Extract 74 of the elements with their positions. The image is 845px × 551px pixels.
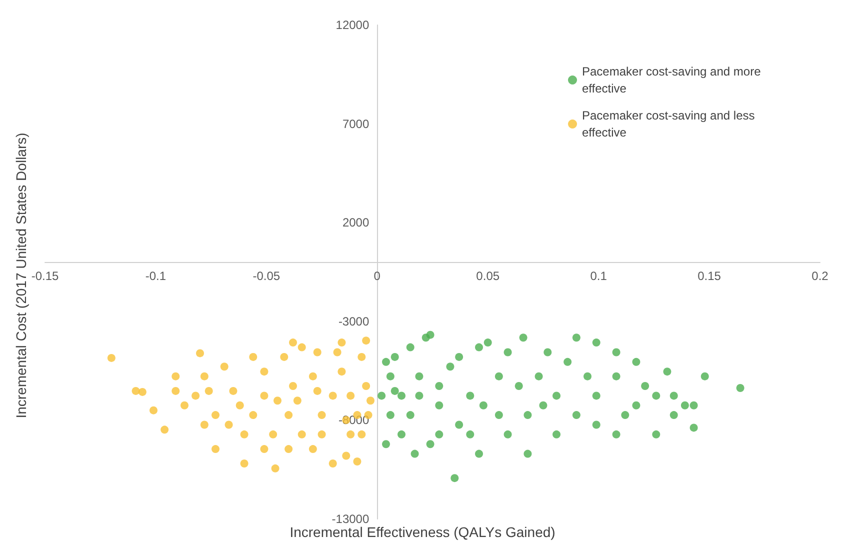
point — [132, 386, 140, 395]
point — [346, 392, 355, 400]
point — [313, 348, 322, 356]
point — [318, 411, 326, 420]
y-tick-label: -13000 — [332, 512, 370, 526]
point — [362, 336, 370, 345]
point — [274, 396, 282, 405]
point — [358, 352, 366, 361]
point — [249, 352, 258, 361]
point — [212, 445, 220, 454]
legend-label: Pacemaker cost-saving and less effective — [582, 108, 758, 140]
point — [204, 386, 213, 395]
point — [240, 430, 248, 438]
point — [192, 392, 200, 400]
point — [289, 382, 297, 390]
point — [358, 430, 366, 438]
point — [138, 388, 146, 396]
point — [346, 430, 355, 438]
y-tick-label: -3000 — [338, 314, 370, 328]
point — [284, 411, 293, 420]
point — [172, 372, 180, 380]
point — [240, 459, 248, 468]
point — [308, 445, 317, 454]
point — [293, 396, 302, 405]
point — [200, 420, 208, 429]
point — [150, 406, 158, 414]
point — [107, 354, 116, 362]
point — [318, 430, 326, 438]
point — [196, 349, 204, 358]
point — [362, 382, 370, 390]
point — [260, 445, 268, 454]
point — [308, 372, 317, 380]
point — [333, 348, 342, 356]
point — [328, 459, 337, 468]
point — [220, 362, 228, 371]
point — [298, 343, 306, 352]
point — [328, 392, 337, 400]
y-axis-title: Incremental Cost (2017 United States Dollars) — [13, 132, 29, 418]
x-tick-label: 0.1 — [590, 269, 608, 284]
point — [338, 368, 346, 376]
point — [366, 396, 374, 405]
point — [271, 464, 280, 472]
point — [160, 426, 169, 434]
point — [313, 386, 322, 395]
x-tick-label: -0.05 — [252, 269, 280, 284]
legend-label: Pacemaker cost-saving and more effective — [582, 64, 764, 96]
point — [298, 430, 306, 438]
point — [260, 368, 268, 376]
y-tick-label: 12000 — [336, 18, 370, 32]
point — [172, 386, 180, 395]
point — [353, 458, 362, 466]
point — [229, 386, 238, 395]
x-tick-label: -0.1 — [145, 269, 166, 284]
point — [180, 401, 188, 410]
point — [342, 452, 350, 460]
point — [212, 411, 220, 420]
point — [280, 352, 288, 361]
y-tick-label: 7000 — [342, 116, 370, 131]
point — [224, 420, 233, 429]
y-tick-label: 2000 — [342, 216, 370, 230]
point — [200, 372, 208, 380]
x-tick-label: 0.2 — [812, 269, 829, 284]
x-tick-label: 0.15 — [698, 269, 722, 284]
x-tick-label: -0.15 — [31, 269, 59, 284]
point — [249, 411, 258, 420]
x-tick-label: 0.05 — [476, 269, 500, 284]
point — [260, 392, 268, 400]
point — [338, 338, 346, 347]
point — [269, 430, 278, 438]
point — [289, 338, 297, 347]
point — [284, 445, 293, 454]
x-tick-label: 0 — [374, 269, 381, 284]
x-axis-title: Incremental Effectiveness (QALYs Gained) — [290, 524, 556, 540]
point — [236, 401, 244, 410]
